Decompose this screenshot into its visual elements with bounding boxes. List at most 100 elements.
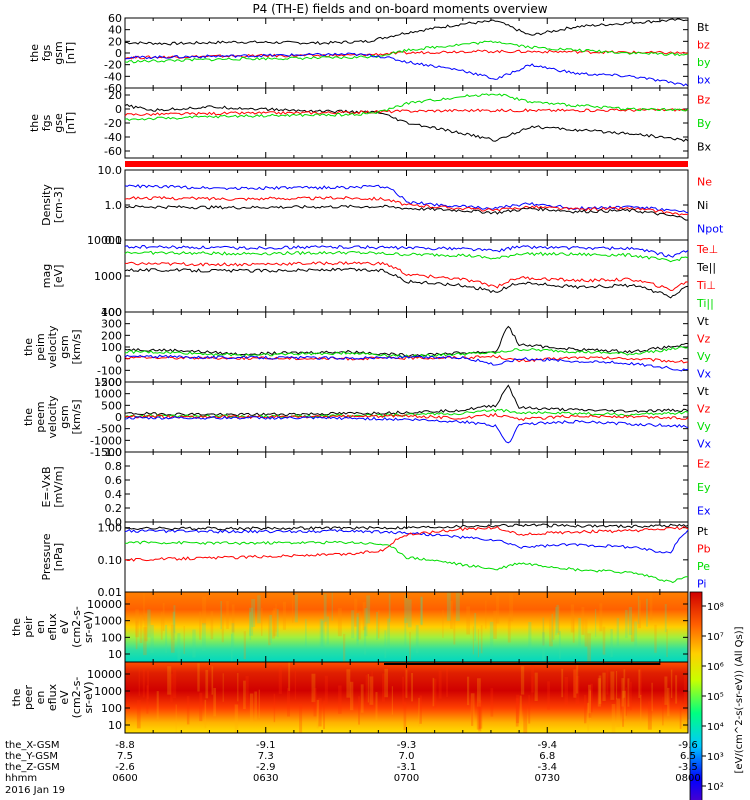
spectrogram-stripe	[675, 675, 678, 704]
y-axis-label: sr-eV)	[82, 611, 95, 643]
y-axis-label: Density	[40, 184, 53, 226]
series-line-Te⊥	[124, 261, 689, 292]
y-axis-label: [km/s]	[70, 329, 83, 364]
spectrogram-stripe	[338, 685, 342, 714]
x-tick-value: -2.6	[115, 762, 135, 773]
spectrogram-stripe	[528, 621, 532, 650]
spectrogram-stripe	[351, 610, 355, 639]
spectrogram-stripe	[616, 698, 621, 727]
y-axis-label: fgs	[40, 114, 53, 131]
y-axis-label: gsm	[58, 405, 71, 428]
x-tick-value: 7.0	[399, 751, 415, 762]
spectrogram-stripe	[654, 624, 657, 653]
colorbar-ticks: 10⁸ 10⁷ 10⁶ 10⁵ 10⁴ 10³ 10²	[702, 602, 724, 793]
spectrogram-stripe	[143, 627, 147, 656]
spectrogram-stripe	[584, 618, 588, 647]
y-axis-label: [mV/m]	[52, 466, 65, 507]
legend-entry: Pt	[697, 525, 709, 538]
y-tick-label: 1.00	[98, 522, 123, 535]
y-tick-label: 40	[108, 24, 122, 37]
spectrogram-stripe	[598, 675, 602, 704]
spectrogram-stripe	[146, 685, 149, 714]
spectrogram-stripe	[268, 617, 271, 646]
y-tick-label: -60	[104, 82, 122, 95]
spectrogram-stripe	[561, 668, 564, 698]
spectrogram-stripe	[515, 698, 519, 727]
y-axis-label: [nT]	[64, 42, 77, 64]
spectrogram-stripe	[616, 670, 618, 700]
spectrogram-stripe	[358, 611, 361, 640]
spectrogram-stripe	[160, 611, 163, 640]
spectrogram-stripe	[572, 614, 575, 643]
spectrogram-stripe	[404, 594, 408, 623]
spectrogram-stripe	[221, 614, 224, 643]
spectrogram-stripe	[323, 700, 325, 730]
colorbar-tick-label: 10⁶	[707, 662, 724, 673]
x-tick-value: 0630	[253, 773, 278, 784]
spectrogram-stripe	[147, 670, 149, 700]
series-line-Vy	[124, 408, 689, 419]
spectrogram-stripe	[621, 678, 624, 707]
panel-3: 10000 1000 100 mag [eV] Te⊥ Te|| Ti⊥ Ti||	[40, 234, 718, 319]
spectrogram-stripe	[294, 594, 298, 623]
spectrogram-stripe	[625, 687, 627, 716]
spectrogram-stripe	[377, 610, 380, 639]
colorbar-tick-label: 10⁴	[707, 722, 724, 733]
y-axis-label: [km/s]	[70, 399, 83, 434]
spectrogram-stripe	[640, 667, 642, 697]
spectrogram-stripe	[589, 690, 591, 720]
y-axis-label: the	[22, 408, 35, 426]
y-tick-label: 20	[108, 35, 122, 48]
spectrogram-stripe	[664, 604, 667, 633]
y-axis-label: sr-eV)	[82, 681, 95, 713]
spectrogram-stripe	[471, 697, 474, 726]
spectrogram-stripe	[453, 616, 456, 645]
series-line-Pb	[124, 525, 689, 562]
spectrogram-stripe	[402, 676, 404, 706]
spectrogram-stripe	[362, 602, 366, 631]
y-tick-label: -1500	[90, 446, 122, 459]
spectrogram-stripe	[531, 664, 535, 693]
legend-entry: Ni	[697, 199, 708, 212]
x-tick-value: 0600	[112, 773, 137, 784]
y-tick-label: -20	[104, 117, 122, 130]
spectrogram-stripe	[136, 699, 141, 729]
spectrogram-stripe	[556, 604, 559, 633]
y-tick-label: 300	[101, 318, 122, 331]
spectrogram-stripe	[519, 695, 522, 724]
series-line-by	[124, 40, 689, 64]
spectrogram-stripe	[622, 698, 624, 727]
spectrogram-stripe	[467, 676, 470, 706]
y-tick-label: -40	[104, 70, 122, 83]
spectrogram-stripe	[419, 695, 422, 724]
figure-title: P4 (TH-E) fields and on-board moments ov…	[252, 2, 547, 16]
spectrogram-stripe	[625, 609, 628, 638]
y-tick-label: 0.6	[105, 474, 123, 487]
spectrogram-stripe	[622, 690, 626, 720]
series-line-Vx	[124, 354, 689, 372]
spectrogram-stripe	[630, 681, 632, 711]
y-tick-label: 100	[101, 702, 122, 715]
y-tick-label: 10000	[87, 598, 122, 611]
spectrogram-stripe	[638, 600, 641, 629]
spectrogram-stripe	[237, 672, 239, 702]
legend-entry: Vt	[697, 385, 710, 398]
y-axis-label: peer	[22, 685, 35, 711]
spectrogram-stripe	[507, 614, 511, 643]
y-tick-label: 1000	[94, 388, 122, 401]
series-line-Bz	[124, 108, 689, 117]
y-axis-label: gsm	[52, 41, 65, 64]
spectrogram-stripe	[331, 592, 333, 621]
spectrogram-stripe	[138, 667, 140, 696]
panel-1: 200-20-40-60 the fgs gse [nT] Bz By Bx	[28, 87, 712, 159]
spectrogram-stripe	[584, 694, 587, 724]
spectrogram-stripe	[573, 669, 577, 698]
y-axis-label: the	[28, 114, 41, 132]
legend-entry: Vz	[697, 332, 711, 345]
spectrogram-stripe	[662, 696, 664, 726]
spectrogram-stripe	[367, 674, 369, 703]
spectrogram-stripe	[450, 600, 453, 629]
spectrogram-stripe	[466, 606, 470, 635]
